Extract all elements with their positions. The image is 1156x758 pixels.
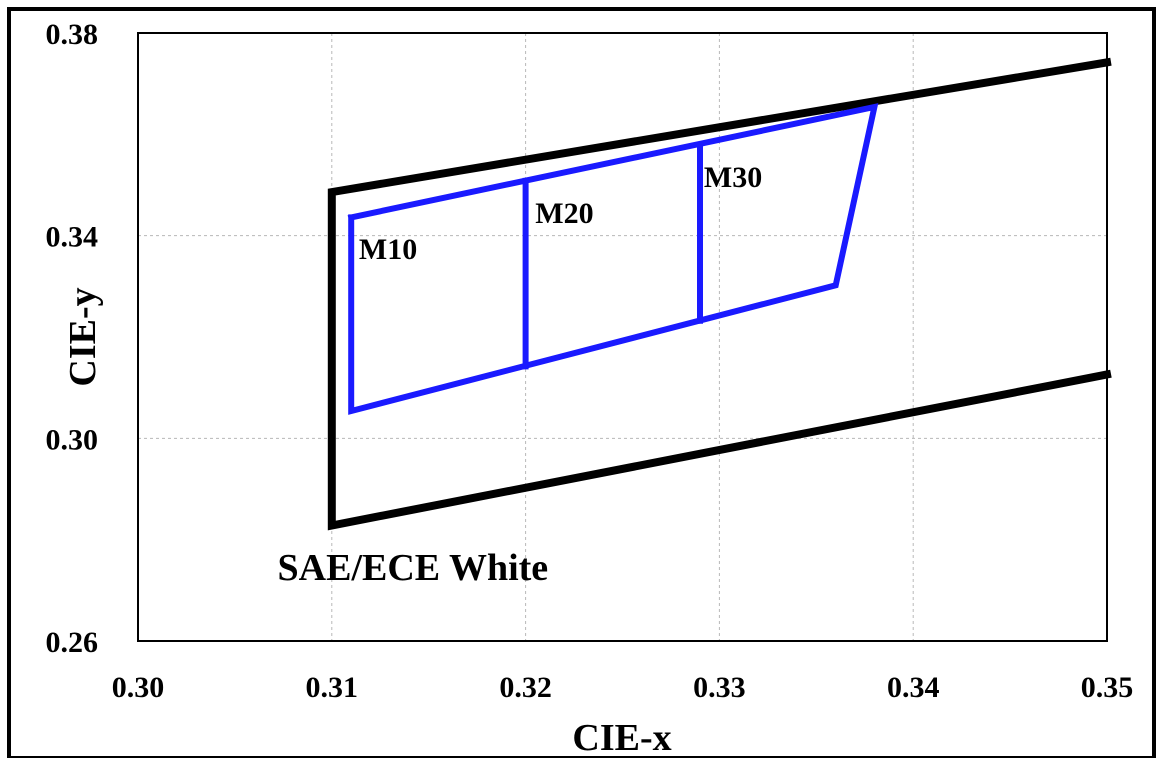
y-tick-label: 0.38 [46,18,99,51]
annotation-label: SAE/ECE White [278,547,549,589]
x-tick-label: 0.30 [112,671,165,704]
x-tick-label: 0.32 [499,671,552,704]
x-tick-label: 0.31 [306,671,359,704]
series-line-sae-ece-white [327,57,1112,531]
annotation-label: M20 [535,197,593,230]
series-group [327,57,1112,531]
x-tick-label: 0.34 [887,671,940,704]
grid [138,33,1107,641]
y-tick-label: 0.34 [46,221,99,254]
y-axis-title: CIE-y [62,287,104,386]
annotations: M10 M20 M30 SAE/ECE White [278,161,763,589]
x-tick-label: 0.33 [693,671,746,704]
figure-frame [7,7,1156,758]
annotation-label: M10 [359,233,417,266]
x-tick-label: 0.35 [1081,671,1134,704]
plot-area [137,32,1108,642]
x-axis-title: CIE-x [572,717,671,758]
y-tick-labels: 0.26 0.30 0.34 0.38 [46,18,99,659]
x-tick-labels: 0.30 0.31 0.32 0.33 0.34 0.35 [112,671,1134,704]
y-tick-label: 0.26 [46,626,99,659]
annotation-label: M30 [704,161,762,194]
y-tick-label: 0.30 [46,423,99,456]
